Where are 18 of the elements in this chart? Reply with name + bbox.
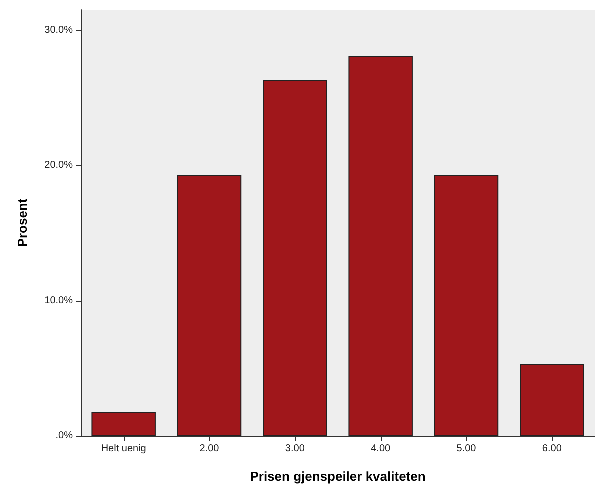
- bar: [520, 364, 584, 436]
- x-tick-label: 4.00: [371, 444, 391, 454]
- x-tick-label: 6.00: [542, 444, 562, 454]
- x-tick-label: 2.00: [200, 444, 220, 454]
- bar: [263, 80, 328, 436]
- y-tick-label: 30.0%: [44, 24, 74, 36]
- y-tick-label: 20.0%: [44, 160, 74, 172]
- y-axis-title: Prosent: [15, 198, 30, 248]
- bar: [92, 412, 156, 436]
- y-tick-label: .0%: [56, 430, 74, 442]
- x-tick-label: Helt uenig: [101, 444, 146, 454]
- x-tick-label: 3.00: [285, 444, 306, 454]
- x-tick-label: 5.00: [456, 444, 477, 454]
- x-axis-title: Prisen gjenspeiler kvaliteten: [250, 469, 426, 484]
- bar: [434, 174, 499, 436]
- y-tick-label: 10.0%: [44, 295, 74, 306]
- bar: [177, 174, 242, 436]
- bar: [348, 56, 413, 436]
